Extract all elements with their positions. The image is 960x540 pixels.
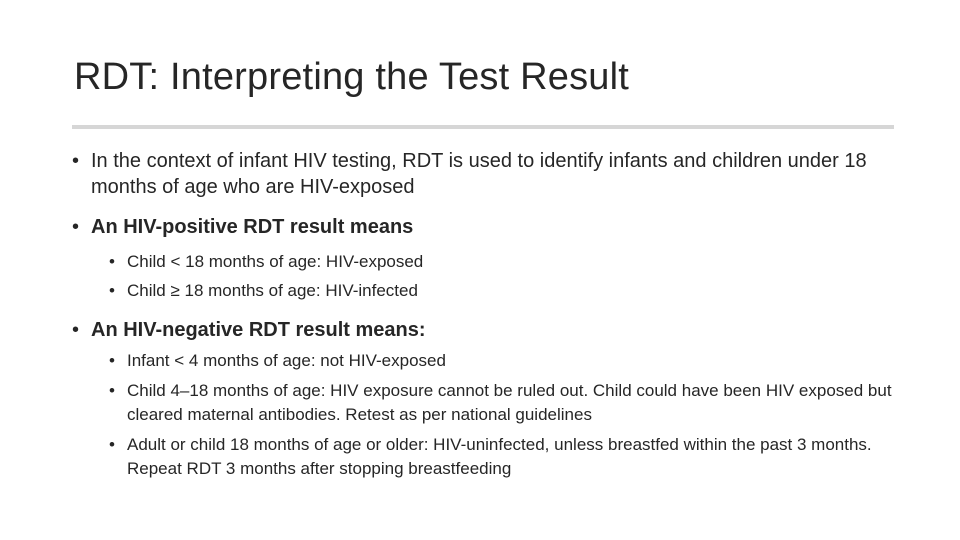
- bullet-marker: •: [109, 351, 115, 370]
- sub-bullet-text: Child < 18 months of age: HIV-exposed: [127, 252, 424, 271]
- bullet-marker: •: [72, 319, 80, 341]
- bullet-item: • An HIV-negative RDT result means:: [72, 317, 892, 343]
- slide-title: RDT: Interpreting the Test Result: [74, 56, 630, 98]
- sub-bullet-text: Child ≥ 18 months of age: HIV-infected: [127, 281, 418, 300]
- bullet-marker: •: [109, 281, 115, 300]
- sub-bullet-item: • Child ≥ 18 months of age: HIV-infected: [109, 279, 892, 303]
- title-divider: [72, 125, 894, 129]
- bullet-item: • In the context of infant HIV testing, …: [72, 148, 892, 200]
- bullet-marker: •: [109, 435, 115, 454]
- bullet-text: An HIV-positive RDT result means: [91, 216, 414, 238]
- sub-bullet-text: Child 4–18 months of age: HIV exposure c…: [127, 381, 892, 424]
- bullet-text: An HIV-negative RDT result means:: [91, 319, 426, 341]
- slide-content: • In the context of infant HIV testing, …: [72, 148, 892, 481]
- sub-bullet-item: • Child < 18 months of age: HIV-exposed: [109, 250, 892, 274]
- bullet-marker: •: [109, 252, 115, 271]
- sub-bullet-item: • Infant < 4 months of age: not HIV-expo…: [109, 349, 892, 373]
- sub-bullet-text: Infant < 4 months of age: not HIV-expose…: [127, 351, 446, 370]
- bullet-item: • An HIV-positive RDT result means: [72, 214, 892, 240]
- sub-bullet-item: • Adult or child 18 months of age or old…: [109, 433, 892, 481]
- bullet-marker: •: [72, 216, 80, 238]
- sub-bullet-item: • Child 4–18 months of age: HIV exposure…: [109, 379, 892, 427]
- bullet-marker: •: [72, 150, 80, 172]
- sub-bullet-text: Adult or child 18 months of age or older…: [127, 435, 872, 478]
- bullet-text: In the context of infant HIV testing, RD…: [91, 150, 867, 198]
- bullet-marker: •: [109, 381, 115, 400]
